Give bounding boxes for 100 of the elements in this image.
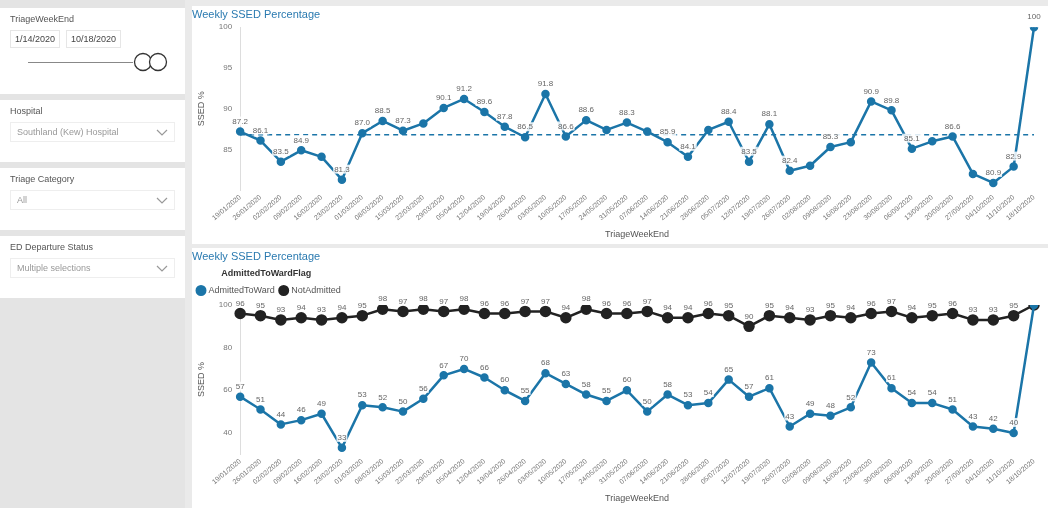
data-label: 93	[276, 305, 286, 315]
data-label: 54	[907, 388, 917, 398]
data-label: 83.5	[741, 146, 758, 156]
data-label: 57	[235, 381, 246, 391]
data-label: 86.5	[517, 122, 534, 132]
data-label: 94	[663, 303, 673, 312]
data-label: 43	[785, 411, 795, 421]
data-label: 90	[744, 311, 755, 321]
data-label: 54	[927, 388, 938, 398]
data-label: 51	[948, 394, 958, 404]
data-label: 84.9	[293, 135, 310, 145]
data-label: 94	[907, 303, 917, 312]
date-field: 10/18/2020	[66, 30, 122, 48]
data-label: 57	[744, 381, 755, 391]
data-label: 82.9	[1005, 151, 1022, 161]
data-label: 96	[235, 298, 246, 308]
data-label: 87.3	[395, 115, 412, 125]
data-label: 81.3	[334, 164, 351, 174]
y-tick-label: 95	[223, 63, 233, 73]
data-label: 96	[479, 298, 490, 308]
y-tick-label: 90	[223, 103, 233, 113]
data-label: 43	[968, 411, 978, 421]
data-label: 68	[541, 358, 551, 368]
data-label: 58	[581, 379, 592, 389]
y-axis-title: SSED %	[195, 91, 206, 127]
y-tick-label: 100	[218, 22, 233, 32]
y-axis-title: SSED %	[195, 362, 206, 398]
y-tick-label: 40	[223, 428, 233, 438]
date-field: 1/14/2020	[10, 30, 61, 48]
data-label: 94	[683, 303, 693, 312]
data-label: 98	[581, 294, 592, 304]
data-label: 93	[988, 305, 999, 315]
data-label: 49	[317, 398, 327, 408]
data-label: 55	[602, 386, 612, 396]
data-label: 95	[357, 300, 368, 310]
data-label: 96	[602, 298, 612, 308]
data-label: 53	[683, 390, 693, 400]
data-label: 61	[764, 373, 775, 383]
data-label: 50	[398, 396, 408, 406]
data-label: 85.3	[822, 132, 839, 142]
dropdown-field: Southland (Kew) Hospital	[10, 122, 175, 142]
data-label: 97	[520, 296, 531, 306]
data-label: 95	[764, 300, 775, 310]
data-label: 95	[825, 300, 836, 310]
data-label: 88.5	[374, 106, 391, 116]
data-label: 55	[520, 386, 531, 396]
data-label: 88.1	[761, 109, 778, 119]
data-label: 98	[418, 294, 429, 304]
y-tick-label: 85	[223, 144, 233, 154]
data-label: 97	[541, 296, 551, 306]
data-label: 93	[968, 305, 978, 315]
data-label: 90.9	[863, 86, 880, 96]
data-label: 97	[439, 296, 449, 306]
data-label: 95	[256, 300, 266, 310]
data-label: 97	[398, 296, 408, 306]
data-label: 54	[703, 388, 714, 398]
text: TriageWeekEnd	[10, 14, 76, 24]
data-label: 95	[724, 300, 734, 310]
data-label: 98	[459, 294, 470, 304]
dropdown-field: All	[10, 190, 175, 210]
dropdown-field: Multiple selections	[10, 258, 175, 278]
data-label: 93	[317, 305, 327, 315]
chart-title: Weekly SSED Percentage	[192, 7, 321, 20]
data-label: 88.4	[720, 106, 737, 116]
data-label: 40	[1009, 418, 1019, 428]
data-label: 58	[663, 379, 673, 389]
data-label: 88.3	[619, 107, 636, 117]
data-label: 91.8	[537, 79, 554, 89]
legend-label: NotAdmitted	[291, 284, 341, 295]
y-tick-label: 80	[223, 342, 233, 352]
data-label: 65	[724, 364, 734, 374]
data-label: 95	[1009, 300, 1019, 310]
data-label: 96	[866, 298, 877, 308]
legend-title: AdmittedToWardFlag	[221, 268, 312, 279]
data-label: 100	[1027, 12, 1042, 22]
data-label: 61	[887, 373, 897, 383]
y-tick-label: 100	[218, 300, 233, 310]
data-label: 73	[866, 347, 877, 357]
data-label: 46	[296, 405, 307, 415]
data-label: 60	[500, 375, 510, 385]
chart-title: Weekly SSED Percentage	[192, 249, 321, 262]
data-label: 94	[337, 303, 347, 312]
data-label: 93	[805, 305, 816, 315]
data-label: 97	[642, 296, 653, 306]
legend-label: AdmittedToWard	[208, 284, 275, 295]
data-label: 52	[846, 392, 856, 402]
data-label: 87.8	[496, 111, 514, 121]
data-label: 52	[378, 392, 388, 402]
data-label: 96	[622, 298, 632, 308]
x-axis-title: TriageWeekEnd	[605, 493, 670, 504]
data-label: 80.9	[985, 168, 1002, 178]
data-label: 33	[337, 433, 347, 443]
data-label: 56	[418, 384, 429, 394]
data-label: 97	[887, 296, 897, 306]
data-label: 88.6	[578, 105, 595, 115]
data-label: 48	[825, 401, 836, 411]
data-label: 42	[988, 413, 999, 423]
data-label: 67	[439, 360, 449, 370]
data-label: 94	[846, 303, 856, 312]
data-label: 95	[927, 300, 938, 310]
